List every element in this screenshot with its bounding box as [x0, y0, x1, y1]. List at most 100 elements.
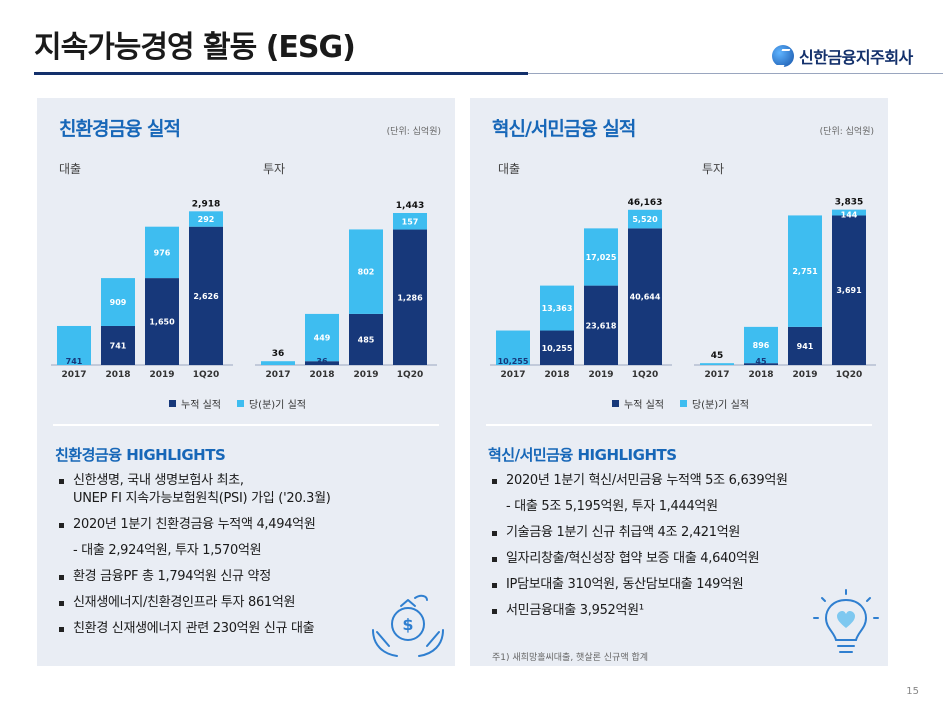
panel-title: 혁신/서민금융 실적 [492, 118, 636, 140]
page-number: 15 [906, 686, 919, 697]
highlights-list: 2020년 1분기 혁신/서민금융 누적액 5조 6,639억원 - 대출 5조 … [490, 472, 788, 628]
bar-period [628, 209, 662, 229]
loan-subtitle: 대출 [59, 162, 82, 176]
bar-period [700, 363, 734, 365]
legend-item-cumulative: 누적 실적 [169, 396, 221, 411]
legend-swatch [236, 400, 244, 407]
highlight-item: 기술금융 1분기 신규 취급액 4조 2,421억원 [490, 524, 788, 542]
data-label: 10,255 [542, 344, 573, 353]
data-label: 1,650 [149, 318, 175, 327]
panel-title: 친환경금융 실적 [59, 118, 181, 140]
legend-item-cumulative: 누적 실적 [612, 396, 664, 411]
legend-item-period: 당(분)기 실적 [236, 396, 306, 411]
bar-period [744, 326, 778, 364]
bar-period [305, 313, 339, 362]
bar-period [101, 278, 135, 326]
title-rule-thin [528, 73, 943, 74]
inclusive-finance-panel: 혁신/서민금융 실적 (단위: 십억원) 대출 투자 10,255 2017 10,… [470, 98, 888, 666]
legend-label: 당(분)기 실적 [248, 400, 306, 411]
bar-period [788, 215, 822, 327]
x-tick-label: 2019 [149, 370, 174, 380]
data-label: 10,255 [498, 357, 529, 366]
legend-swatch [169, 400, 176, 407]
logo-text: 신한금융지주회사 [799, 48, 913, 67]
x-tick-label: 2018 [544, 370, 569, 380]
bar-cumulative [305, 361, 339, 365]
bar-period [496, 330, 530, 365]
data-label: 144 [841, 211, 858, 220]
total-label: 3,835 [835, 198, 863, 208]
total-label: 2,918 [192, 199, 220, 209]
bar-cumulative [628, 228, 662, 365]
bar-period [584, 228, 618, 286]
highlight-item: 2020년 1분기 친환경금융 누적액 4,494억원 [57, 516, 331, 534]
highlight-item: 환경 금융PF 총 1,794억원 신규 약정 [57, 568, 331, 586]
highlight-text: - 대출 5조 5,195억원, 투자 1,444억원 [506, 499, 718, 514]
highlight-text: 신재생에너지/친환경인프라 투자 861억원 [73, 595, 296, 610]
highlight-text: 2020년 1분기 친환경금융 누적액 4,494억원 [73, 517, 316, 532]
highlight-text: - 대출 2,924억원, 투자 1,570억원 [73, 543, 262, 558]
x-tick-label: 2019 [353, 370, 378, 380]
highlight-text: 일자리창출/혁신성장 협약 보증 대출 4,640억원 [506, 551, 760, 566]
data-label: 1,286 [397, 293, 423, 302]
loan-subtitle: 대출 [498, 162, 521, 176]
total-label: 36 [272, 349, 285, 359]
bar-period [145, 226, 179, 279]
x-tick-label: 2017 [265, 370, 290, 380]
shinhan-logo-icon [772, 45, 794, 67]
page-title: 지속가능경영 활동 (ESG) [34, 30, 356, 65]
highlight-text: 서민금융대출 3,952억원¹ [506, 603, 644, 618]
bar-period [57, 325, 91, 365]
lightbulb-heart-icon [813, 589, 879, 653]
legend-swatch [679, 400, 687, 407]
x-tick-label: 2017 [61, 370, 86, 380]
x-tick-label: 2017 [704, 370, 729, 380]
data-label: 3,691 [836, 286, 862, 295]
highlight-item: IP담보대출 310억원, 동산담보대출 149억원 [490, 576, 788, 594]
x-tick-label: 2019 [588, 370, 613, 380]
bar-cumulative [101, 325, 135, 365]
bar-cumulative [584, 285, 618, 365]
x-tick-label: 1Q20 [836, 370, 862, 380]
bar-period [189, 211, 223, 227]
bar-period [261, 361, 295, 365]
x-tick-label: 1Q20 [397, 370, 423, 380]
data-label: 45 [755, 357, 767, 366]
unit-label: (단위: 십억원) [386, 127, 441, 137]
green-finance-panel: 친환경금융 실적 (단위: 십억원) 대출 투자 741 2017 741 909 20… [37, 98, 455, 666]
data-label: 23,618 [586, 321, 617, 330]
invest-subtitle: 투자 [702, 162, 725, 176]
total-label: 45 [711, 351, 724, 361]
legend-label: 당(분)기 실적 [691, 400, 749, 411]
legend-label: 누적 실적 [181, 400, 221, 411]
highlights-title: 친환경금융 HIGHLIGHTS [55, 446, 226, 464]
chart-legend: 누적 실적 당(분)기 실적 [612, 396, 749, 411]
x-tick-label: 2018 [309, 370, 334, 380]
inclusive-finance-charts: 10,255 2017 10,255 13,363 2018 23,618 17,025 20… [490, 198, 876, 380]
data-label: 896 [753, 341, 770, 350]
x-tick-label: 2017 [500, 370, 525, 380]
data-label: 292 [198, 215, 215, 224]
data-label: 17,025 [586, 253, 617, 262]
data-label: 802 [358, 268, 375, 277]
bar-cumulative [393, 229, 427, 365]
bar-period [349, 229, 383, 314]
bar-cumulative [349, 313, 383, 365]
data-label: 741 [66, 357, 83, 366]
data-label: 941 [797, 342, 814, 351]
x-tick-label: 2018 [105, 370, 130, 380]
total-label: 46,163 [628, 198, 663, 208]
highlight-text: 환경 금융PF 총 1,794억원 신규 약정 [73, 569, 271, 584]
green-finance-charts: 741 2017 741 909 2018 1,650 976 2019 2,626 292 2,9… [51, 199, 437, 380]
invest-subtitle: 투자 [263, 162, 286, 176]
highlight-item: 일자리창출/혁신성장 협약 보증 대출 4,640억원 [490, 550, 788, 568]
bar-period [393, 213, 427, 230]
data-label: 909 [110, 298, 127, 307]
data-label: 5,520 [632, 215, 658, 224]
data-label: 13,363 [542, 304, 573, 313]
highlight-item: - 대출 5조 5,195억원, 투자 1,444억원 [490, 498, 788, 516]
legend-item-period: 당(분)기 실적 [679, 396, 749, 411]
chart-legend: 누적 실적 당(분)기 실적 [169, 396, 306, 411]
data-label: 36 [316, 357, 328, 366]
svg-text:$: $ [402, 615, 413, 634]
